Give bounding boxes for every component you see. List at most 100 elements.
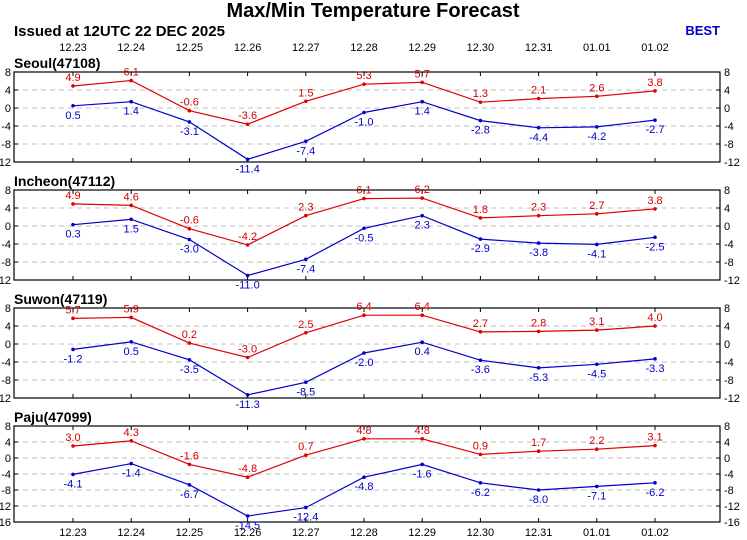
min-temp-point (304, 257, 308, 262)
date-label-top: 12.28 (350, 42, 378, 54)
max-temp-point (653, 89, 657, 93)
date-label-bottom: 12.26 (234, 527, 262, 539)
min-temp-label: -8.0 (529, 494, 548, 506)
max-temp-point (536, 213, 541, 218)
y-tick-label-right: -16 (724, 517, 740, 529)
max-temp-point (478, 100, 483, 104)
y-tick-label-left: 8 (5, 303, 11, 315)
max-temp-label: 5.7 (65, 304, 80, 316)
y-tick-label-right: 4 (724, 437, 730, 449)
max-temp-point (653, 443, 657, 448)
min-temp-label: -8.5 (296, 386, 315, 398)
max-temp-point (129, 78, 133, 83)
min-temp-point (187, 237, 192, 242)
min-temp-label: -7.4 (296, 145, 315, 157)
y-tick-label-left: -16 (0, 517, 11, 529)
y-tick-label-left: -8 (1, 139, 11, 151)
y-tick-label-left: 4 (5, 85, 11, 97)
min-temp-point (362, 226, 366, 231)
y-tick-label-left: 8 (5, 67, 11, 79)
min-temp-label: -4.8 (355, 481, 374, 493)
min-temp-label: -4.4 (529, 132, 548, 144)
panel-frame (13, 71, 721, 163)
date-label-top: 01.01 (583, 42, 611, 54)
min-temp-label: -7.1 (587, 490, 606, 502)
max-temp-point (187, 341, 192, 345)
max-temp-label: 5.3 (356, 70, 371, 82)
min-temp-point (129, 217, 133, 222)
min-temp-label: 0.5 (124, 346, 139, 358)
min-temp-label: -2.9 (471, 243, 490, 255)
date-label-top: 12.27 (292, 42, 320, 54)
min-temp-label: -14.5 (235, 520, 260, 532)
best-badge: BEST (685, 23, 720, 38)
station-name: Seoul(47108) (14, 55, 100, 71)
date-label-bottom: 12.30 (467, 527, 495, 539)
date-label-top: 12.29 (408, 42, 436, 54)
station-panel: Suwon(47119)884400-4-4-8-8-12-125.75.90.… (0, 291, 740, 411)
min-temp-label: -11.0 (235, 280, 259, 292)
date-label-bottom: 12.28 (350, 527, 378, 539)
min-temp-label: -3.0 (180, 244, 199, 256)
max-temp-label: 3.1 (589, 316, 604, 328)
max-temp-point (595, 447, 599, 452)
date-label-top: 12.30 (467, 42, 495, 54)
max-temp-point (245, 355, 250, 360)
max-temp-label: 2.2 (589, 435, 604, 447)
max-temp-label: 1.7 (531, 437, 546, 449)
min-temp-point (595, 242, 599, 247)
y-tick-label-right: 8 (724, 421, 730, 433)
y-tick-label-left: 0 (5, 339, 11, 351)
max-temp-label: 4.8 (356, 425, 371, 437)
min-temp-label: 0.3 (65, 229, 80, 241)
min-temp-label: 0.4 (415, 346, 430, 358)
min-temp-label: -2.8 (471, 125, 490, 137)
max-temp-label: -3.6 (238, 110, 257, 122)
station-panels: 12.23 12.24 12.25 12.26 12.27 12.28 12.29 12.30… (0, 42, 740, 539)
max-temp-label: 4.0 (647, 312, 662, 324)
max-temp-label: 6.1 (124, 67, 139, 79)
max-temp-label: 2.1 (531, 85, 546, 97)
date-label-bottom: 12.25 (176, 527, 204, 539)
min-temp-point (653, 357, 657, 361)
min-temp-point (653, 118, 657, 122)
y-tick-label-right: -8 (724, 485, 734, 497)
y-tick-label-left: -4 (1, 121, 11, 133)
y-tick-label-left: -8 (1, 257, 11, 269)
max-temp-label: 6.4 (356, 301, 371, 313)
max-temp-point (304, 453, 308, 458)
max-temp-label: -0.6 (180, 97, 199, 109)
max-temp-label: 4.3 (124, 427, 139, 439)
max-temp-label: 2.7 (473, 318, 488, 330)
max-temp-label: 0.7 (298, 441, 313, 453)
y-tick-label-right: -12 (724, 393, 740, 405)
y-tick-label-right: -12 (724, 275, 740, 287)
min-temp-point (595, 484, 599, 489)
max-temp-point (71, 202, 75, 206)
min-temp-point (304, 139, 308, 144)
max-temp-point (595, 328, 599, 332)
max-temp-label: 3.1 (647, 432, 662, 444)
max-temp-point (653, 207, 657, 211)
max-temp-label: 3.0 (65, 432, 80, 444)
min-temp-label: -11.3 (235, 399, 259, 411)
date-label-top: 12.23 (59, 42, 87, 54)
min-temp-label: -1.6 (413, 468, 432, 480)
min-temp-point (536, 366, 541, 370)
min-temp-label: 1.4 (124, 106, 139, 118)
max-temp-point (71, 84, 75, 88)
min-temp-point (187, 120, 192, 124)
y-tick-label-right: -8 (724, 257, 734, 269)
max-temp-point (304, 99, 308, 104)
min-temp-label: -12.4 (293, 512, 318, 524)
station-panel: Incheon(47112)884400-4-4-8-8-12-124.94.6… (0, 173, 740, 292)
min-temp-label: -4.2 (587, 131, 606, 143)
max-temp-label: 5.7 (415, 68, 430, 80)
min-temp-label: -3.8 (529, 247, 548, 259)
min-temp-point (245, 514, 250, 518)
min-temp-point (245, 157, 250, 162)
max-temp-label: -3.0 (238, 344, 257, 356)
max-temp-label: 3.8 (647, 195, 662, 207)
date-label-bottom: 12.23 (59, 527, 87, 539)
min-temp-label: -1.0 (355, 117, 374, 129)
